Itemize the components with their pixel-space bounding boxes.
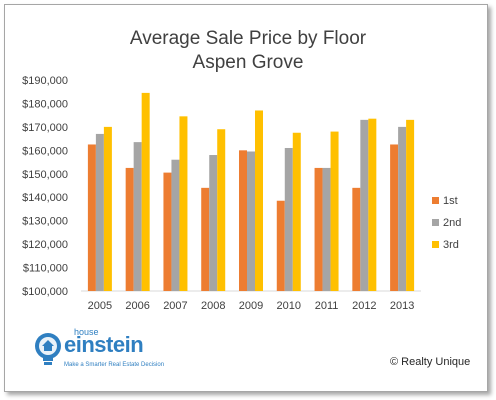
bar-1st-2011 xyxy=(314,167,323,291)
chart-title: Average Sale Price by Floor xyxy=(129,28,367,49)
x-tick-label: 2008 xyxy=(201,300,225,312)
legend-swatch-2nd xyxy=(432,219,439,226)
x-tick-label: 2006 xyxy=(125,300,149,312)
bar-3rd-2011 xyxy=(330,131,339,291)
y-tick-label: $160,000 xyxy=(22,145,68,157)
y-tick-label: $130,000 xyxy=(22,216,68,228)
bar-2nd-2006 xyxy=(133,142,142,291)
bar-2nd-2012 xyxy=(360,119,369,291)
bars xyxy=(87,92,415,292)
bar-1st-2012 xyxy=(352,187,361,291)
y-tick-label: $100,000 xyxy=(22,286,68,298)
x-axis: 2005 2006 2007 2008 2009 2010 2011 2012 2013 xyxy=(88,300,415,312)
copyright-text: © Realty Unique xyxy=(390,356,471,368)
y-tick-label: $110,000 xyxy=(23,263,68,275)
bar-1st-2008 xyxy=(201,187,210,291)
bar-2nd-2007 xyxy=(171,159,180,291)
lightbulb-icon xyxy=(35,333,61,365)
y-tick-label: $120,000 xyxy=(22,239,68,251)
legend-label-3rd: 3rd xyxy=(443,239,459,251)
bar-3rd-2008 xyxy=(217,129,226,291)
bar-3rd-2009 xyxy=(255,110,263,291)
legend: 1st 2nd 3rd xyxy=(432,195,461,251)
chart-subtitle: Aspen Grove xyxy=(192,52,304,73)
bar-1st-2013 xyxy=(390,144,399,291)
bar-3rd-2006 xyxy=(141,92,150,292)
bar-3rd-2010 xyxy=(292,132,301,291)
legend-label-2nd: 2nd xyxy=(443,217,461,229)
logo-brand-text: einstein xyxy=(64,332,144,357)
bar-2nd-2011 xyxy=(322,167,331,291)
logo-tagline: Make a Smarter Real Estate Decision xyxy=(64,362,165,368)
y-tick-label: $170,000 xyxy=(22,122,68,134)
bar-1st-2009 xyxy=(239,150,247,291)
bar-2nd-2005 xyxy=(95,133,104,291)
x-tick-label: 2005 xyxy=(88,300,112,312)
bar-1st-2005 xyxy=(87,144,96,291)
bar-3rd-2007 xyxy=(179,116,188,291)
bar-1st-2006 xyxy=(125,167,134,291)
bar-3rd-2012 xyxy=(368,118,377,291)
legend-swatch-3rd xyxy=(432,241,439,248)
bar-2nd-2013 xyxy=(398,126,407,291)
bar-1st-2010 xyxy=(276,200,285,291)
x-tick-label: 2012 xyxy=(352,300,376,312)
logo-house-text: house xyxy=(74,327,99,337)
y-tick-label: $180,000 xyxy=(22,98,68,110)
bar-2nd-2008 xyxy=(209,155,218,291)
x-tick-label: 2013 xyxy=(390,300,414,312)
y-tick-label: $190,000 xyxy=(22,75,68,87)
y-tick-label: $140,000 xyxy=(22,192,68,204)
legend-label-1st: 1st xyxy=(443,195,458,207)
x-tick-label: 2007 xyxy=(163,300,187,312)
x-tick-label: 2010 xyxy=(277,300,301,312)
bar-3rd-2013 xyxy=(406,119,415,291)
bar-2nd-2009 xyxy=(247,151,255,291)
x-tick-label: 2009 xyxy=(239,300,263,312)
y-tick-label: $150,000 xyxy=(22,169,68,181)
legend-swatch-1st xyxy=(432,197,439,204)
x-tick-label: 2011 xyxy=(315,300,339,312)
y-axis: $100,000 $110,000 $120,000 $130,000 $140,000… xyxy=(22,75,68,298)
house-einstein-logo: house einstein Make a Smarter Real Estat… xyxy=(34,327,164,377)
bar-2nd-2010 xyxy=(284,147,293,291)
bar-1st-2007 xyxy=(163,172,172,291)
bar-3rd-2005 xyxy=(103,126,112,291)
